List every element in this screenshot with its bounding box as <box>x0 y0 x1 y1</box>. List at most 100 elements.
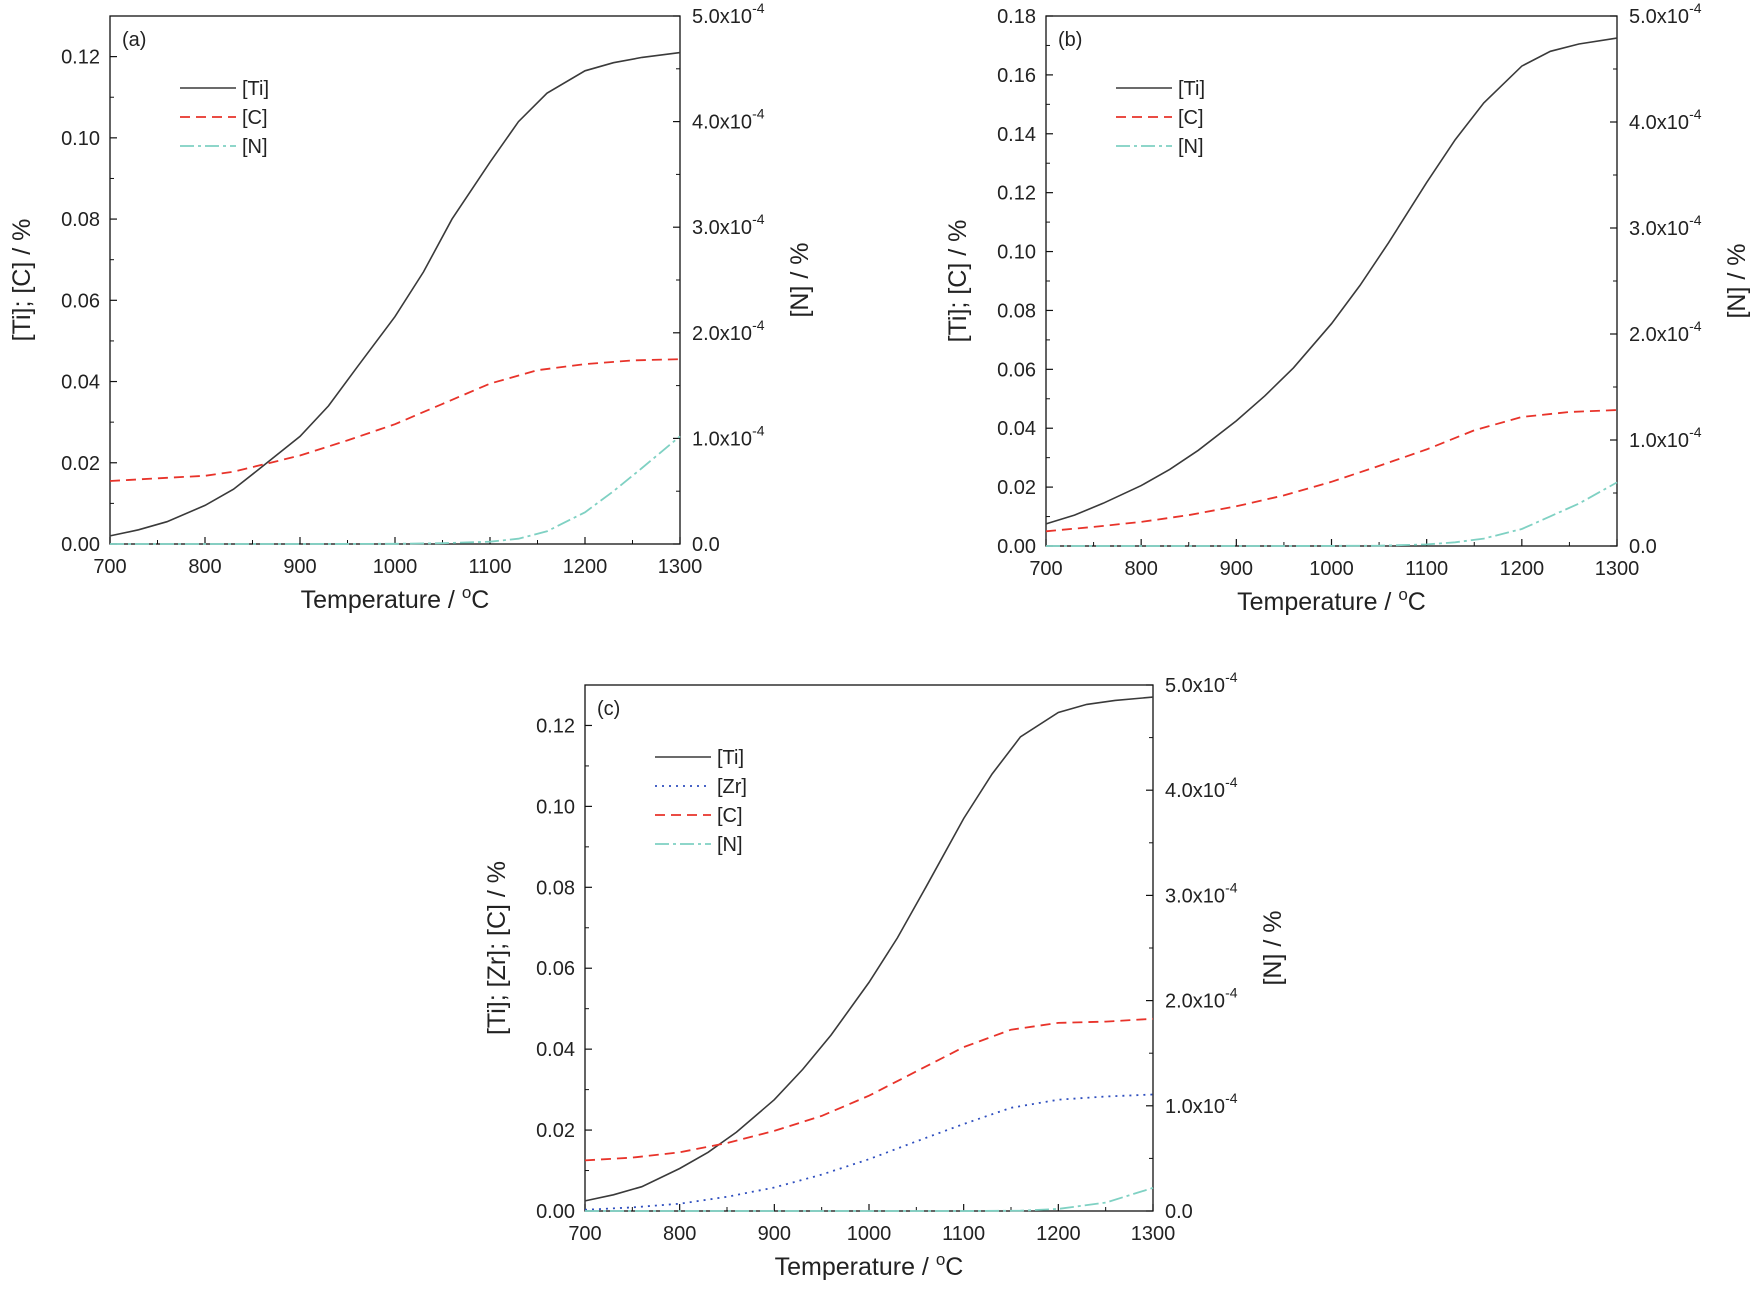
y-right-tick-mantissa: 4.0x10 <box>1629 112 1689 134</box>
x-axis-title-main: Temperature / <box>775 1253 936 1281</box>
y-right-tick-mantissa: 2.0x10 <box>1629 324 1689 346</box>
x-tick-label: 700 <box>93 556 126 578</box>
x-axis-title-main: Temperature / <box>1237 588 1398 616</box>
plot-frame <box>109 15 681 545</box>
y-right-tick-exponent: -4 <box>1689 318 1702 334</box>
series-line-n <box>1046 481 1618 547</box>
y-right-tick-label: 2.0x10-4 <box>692 317 765 345</box>
y-right-tick-exponent: -4 <box>1225 1090 1238 1106</box>
y-right-tick-exponent: -4 <box>752 211 765 227</box>
y-left-tick-label: 0.18 <box>997 6 1036 28</box>
x-tick-label: 1000 <box>847 1223 892 1245</box>
y-left-tick-label: 0.00 <box>61 534 100 556</box>
x-tick-label: 1000 <box>373 556 418 578</box>
y-left-tick-label: 0.06 <box>997 359 1036 381</box>
y-right-tick-mantissa: 4.0x10 <box>1165 780 1225 802</box>
y-right-tick-label: 3.0x10-4 <box>692 211 765 239</box>
y-right-tick-exponent: -4 <box>1689 424 1702 440</box>
legend-label: [Ti] <box>1178 78 1205 100</box>
y-left-tick-label: 0.06 <box>61 290 100 312</box>
y-right-tick-exponent: -4 <box>1689 0 1702 16</box>
x-tick-label: 1100 <box>1405 558 1448 580</box>
y-right-axis-title: [N] / % <box>1259 910 1287 985</box>
x-axis-title: Temperature / oC <box>1237 585 1426 616</box>
y-right-tick-label: 0.0 <box>1629 536 1657 558</box>
chart-panel-b: 700 800 900 1000 1100 1200 1300 0.00 0.02 0.04 0.0… <box>944 0 1751 616</box>
chart-panel-c: 700 800 900 1000 1100 1200 1300 0.00 0.02 0.04 0.0… <box>483 669 1287 1281</box>
y-right-tick-label: 4.0x10-4 <box>1629 106 1702 134</box>
y-left-tick-label: 0.12 <box>61 47 100 69</box>
y-right-tick-exponent: -4 <box>752 317 765 333</box>
y-left-tick-label: 0.08 <box>61 209 100 231</box>
y-right-tick-mantissa: 0.0 <box>692 534 720 556</box>
y-right-tick-exponent: -4 <box>1225 985 1238 1001</box>
y-left-tick-label: 0.10 <box>536 796 575 818</box>
x-tick-label: 1300 <box>658 556 703 578</box>
panel-label: (a) <box>122 29 146 51</box>
y-right-tick-label: 0.0 <box>1165 1201 1193 1223</box>
x-tick-label: 1200 <box>563 556 608 578</box>
y-right-tick-label: 2.0x10-4 <box>1629 318 1702 346</box>
x-tick-label: 800 <box>1124 558 1157 580</box>
y-right-tick-exponent: -4 <box>1225 879 1238 895</box>
x-tick-label: 1300 <box>1595 558 1640 580</box>
y-left-tick-label: 0.02 <box>997 477 1036 499</box>
y-left-tick-label: 0.02 <box>61 453 100 475</box>
legend-label: [N] <box>1178 136 1204 158</box>
x-tick-label: 700 <box>1029 558 1062 580</box>
series-line-n <box>110 435 681 545</box>
x-axis-title-degree: o <box>462 583 471 602</box>
series-line-ti <box>1045 37 1618 525</box>
legend-label: [Ti] <box>717 747 744 769</box>
panel-label: (c) <box>597 698 620 720</box>
y-left-tick-label: 0.16 <box>997 65 1036 87</box>
y-right-tick-label: 4.0x10-4 <box>692 106 765 134</box>
panel-label: (b) <box>1058 29 1082 51</box>
legend-label: [Ti] <box>242 78 269 100</box>
x-tick-label: 700 <box>568 1223 601 1245</box>
y-right-tick-label: 3.0x10-4 <box>1165 879 1238 907</box>
x-tick-label: 1200 <box>1500 558 1545 580</box>
x-tick-label: 900 <box>758 1223 791 1245</box>
y-left-axis-title: [Ti]; [C] / % <box>8 219 36 342</box>
y-right-tick-mantissa: 5.0x10 <box>692 6 752 28</box>
y-right-tick-label: 1.0x10-4 <box>1629 424 1702 452</box>
y-right-tick-mantissa: 3.0x10 <box>1165 885 1225 907</box>
y-right-tick-label: 5.0x10-4 <box>1629 0 1702 28</box>
series-line-c <box>584 1017 1154 1162</box>
legend-label: [C] <box>717 805 743 827</box>
y-left-tick-label: 0.10 <box>61 128 100 150</box>
y-right-tick-mantissa: 3.0x10 <box>692 217 752 239</box>
y-right-tick-mantissa: 2.0x10 <box>692 323 752 345</box>
x-tick-label: 900 <box>1220 558 1253 580</box>
x-tick-label: 1300 <box>1131 1223 1176 1245</box>
x-tick-label: 1100 <box>942 1223 985 1245</box>
y-left-tick-label: 0.08 <box>997 300 1036 322</box>
x-axis-title: Temperature / oC <box>775 1250 964 1281</box>
y-left-tick-label: 0.06 <box>536 958 575 980</box>
y-left-tick-label: 0.10 <box>997 242 1036 264</box>
x-axis-title: Temperature / oC <box>301 583 490 614</box>
x-axis-title-degree: o <box>1398 585 1407 604</box>
x-tick-label: 800 <box>188 556 221 578</box>
y-left-tick-label: 0.12 <box>997 183 1036 205</box>
y-right-tick-mantissa: 1.0x10 <box>1165 1096 1225 1118</box>
y-left-tick-label: 0.12 <box>536 715 575 737</box>
plot-frame <box>1045 15 1618 547</box>
plot-frame <box>584 684 1154 1212</box>
y-left-tick-label: 0.04 <box>61 372 100 394</box>
y-right-tick-exponent: -4 <box>1689 212 1702 228</box>
y-right-tick-mantissa: 2.0x10 <box>1165 991 1225 1013</box>
y-right-tick-label: 1.0x10-4 <box>1165 1090 1238 1118</box>
y-right-tick-label: 3.0x10-4 <box>1629 212 1702 240</box>
y-right-tick-exponent: -4 <box>1225 774 1238 790</box>
series-line-c <box>109 358 681 482</box>
legend-label: [N] <box>242 136 268 158</box>
x-axis-title-main: Temperature / <box>301 586 462 614</box>
x-tick-label: 1200 <box>1036 1223 1081 1245</box>
y-right-tick-mantissa: 1.0x10 <box>692 428 752 450</box>
y-right-axis-title: [N] / % <box>1723 243 1751 318</box>
y-left-tick-label: 0.08 <box>536 877 575 899</box>
x-tick-label: 900 <box>283 556 316 578</box>
